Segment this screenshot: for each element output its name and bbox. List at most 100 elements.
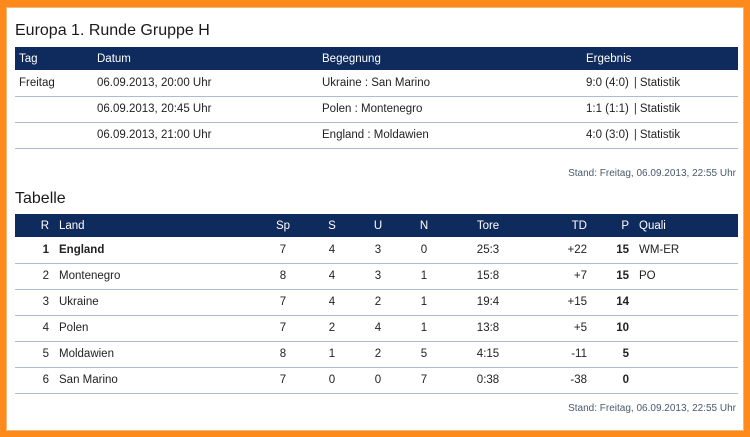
goals: 25:3 — [445, 237, 527, 264]
match-date: 06.09.2013, 20:00 Uhr — [93, 70, 318, 97]
match-date: 06.09.2013, 20:45 Uhr — [93, 96, 318, 123]
goals: 13:8 — [445, 315, 527, 342]
standings-row: 4 Polen 7 2 4 1 13:8 +5 10 — [15, 315, 738, 342]
match-row: 06.09.2013, 20:45 Uhr Polen : Montenegro… — [15, 96, 738, 123]
header-diff: TD — [527, 214, 593, 237]
lost: 1 — [399, 263, 445, 290]
content-panel: Europa 1. Runde Gruppe H Tag Datum Begeg… — [6, 7, 744, 431]
standings-header-row: R Land Sp S U N Tore TD P Quali — [15, 214, 738, 237]
match-result-cell: 4:0 (3:0) | Statistik — [582, 122, 738, 149]
header-lost: N — [399, 214, 445, 237]
played: 7 — [255, 237, 307, 264]
separator: | — [633, 103, 637, 115]
matches-header-row: Tag Datum Begegnung Ergebnis — [15, 47, 738, 70]
matches-table: Tag Datum Begegnung Ergebnis Freitag 06.… — [15, 47, 738, 149]
country: San Marino — [55, 367, 255, 394]
header-goals: Tore — [445, 214, 527, 237]
rank: 5 — [15, 341, 55, 368]
match-day: Freitag — [15, 70, 93, 97]
played: 7 — [255, 315, 307, 342]
match-result-cell: 1:1 (1:1) | Statistik — [582, 96, 738, 123]
qualification — [635, 341, 738, 368]
standings-table: R Land Sp S U N Tore TD P Quali 1 Englan… — [15, 214, 738, 394]
goals: 0:38 — [445, 367, 527, 394]
points: 14 — [593, 289, 635, 316]
won: 4 — [307, 289, 353, 316]
won: 0 — [307, 367, 353, 394]
qualification — [635, 367, 738, 394]
match-teams: Polen : Montenegro — [318, 96, 582, 123]
goals: 15:8 — [445, 263, 527, 290]
won: 4 — [307, 263, 353, 290]
won: 2 — [307, 315, 353, 342]
lost: 5 — [399, 341, 445, 368]
header-qualification: Quali — [635, 214, 738, 237]
lost: 0 — [399, 237, 445, 264]
qualification: WM-ER — [635, 237, 738, 264]
match-row: Freitag 06.09.2013, 20:00 Uhr Ukraine : … — [15, 70, 738, 97]
match-row: 06.09.2013, 21:00 Uhr England : Moldawie… — [15, 122, 738, 149]
points: 0 — [593, 367, 635, 394]
header-match: Begegnung — [318, 47, 582, 70]
qualification: PO — [635, 263, 738, 290]
matches-updated: Stand: Freitag, 06.09.2013, 22:55 Uhr — [568, 168, 736, 179]
lost: 1 — [399, 315, 445, 342]
match-result: 9:0 (4:0) — [586, 76, 629, 89]
match-result: 4:0 (3:0) — [586, 129, 629, 141]
matches-title: Europa 1. Runde Gruppe H — [15, 22, 210, 39]
header-won: S — [307, 214, 353, 237]
played: 8 — [255, 263, 307, 290]
header-country: Land — [55, 214, 255, 237]
drawn: 3 — [353, 263, 399, 290]
qualification — [635, 315, 738, 342]
rank: 2 — [15, 263, 55, 290]
played: 8 — [255, 341, 307, 368]
goal-diff: -38 — [527, 367, 593, 394]
drawn: 3 — [353, 237, 399, 264]
goal-diff: +22 — [527, 237, 593, 264]
separator: | — [633, 129, 637, 141]
match-day — [15, 122, 93, 149]
played: 7 — [255, 289, 307, 316]
goal-diff: -11 — [527, 341, 593, 368]
standings-row: 1 England 7 4 3 0 25:3 +22 15 WM-ER — [15, 237, 738, 264]
header-date: Datum — [93, 47, 318, 70]
goals: 4:15 — [445, 341, 527, 368]
country: Moldawien — [55, 341, 255, 368]
standings-row: 3 Ukraine 7 4 2 1 19:4 +15 14 — [15, 289, 738, 316]
match-result-cell: 9:0 (4:0) | Statistik — [582, 70, 738, 97]
drawn: 4 — [353, 315, 399, 342]
match-date: 06.09.2013, 21:00 Uhr — [93, 122, 318, 149]
points: 15 — [593, 263, 635, 290]
standings-row: 5 Moldawien 8 1 2 5 4:15 -11 5 — [15, 341, 738, 368]
standings-title: Tabelle — [15, 190, 66, 207]
match-day — [15, 96, 93, 123]
country: Polen — [55, 315, 255, 342]
header-day: Tag — [15, 47, 93, 70]
country: Montenegro — [55, 263, 255, 290]
points: 5 — [593, 341, 635, 368]
rank: 4 — [15, 315, 55, 342]
header-rank: R — [15, 214, 55, 237]
goal-diff: +7 — [527, 263, 593, 290]
match-result: 1:1 (1:1) — [586, 103, 629, 115]
rank: 1 — [15, 237, 55, 264]
separator: | — [633, 76, 637, 89]
won: 1 — [307, 341, 353, 368]
drawn: 2 — [353, 341, 399, 368]
header-result: Ergebnis — [582, 47, 738, 70]
played: 7 — [255, 367, 307, 394]
rank: 3 — [15, 289, 55, 316]
drawn: 0 — [353, 367, 399, 394]
standings-row: 6 San Marino 7 0 0 7 0:38 -38 0 — [15, 367, 738, 394]
country: Ukraine — [55, 289, 255, 316]
points: 10 — [593, 315, 635, 342]
standings-row: 2 Montenegro 8 4 3 1 15:8 +7 15 PO — [15, 263, 738, 290]
header-drawn: U — [353, 214, 399, 237]
statistik-link[interactable]: Statistik — [639, 76, 681, 89]
statistik-link[interactable]: Statistik — [639, 103, 681, 115]
standings-updated: Stand: Freitag, 06.09.2013, 22:55 Uhr — [568, 403, 736, 414]
drawn: 2 — [353, 289, 399, 316]
statistik-link[interactable]: Statistik — [639, 129, 681, 141]
rank: 6 — [15, 367, 55, 394]
